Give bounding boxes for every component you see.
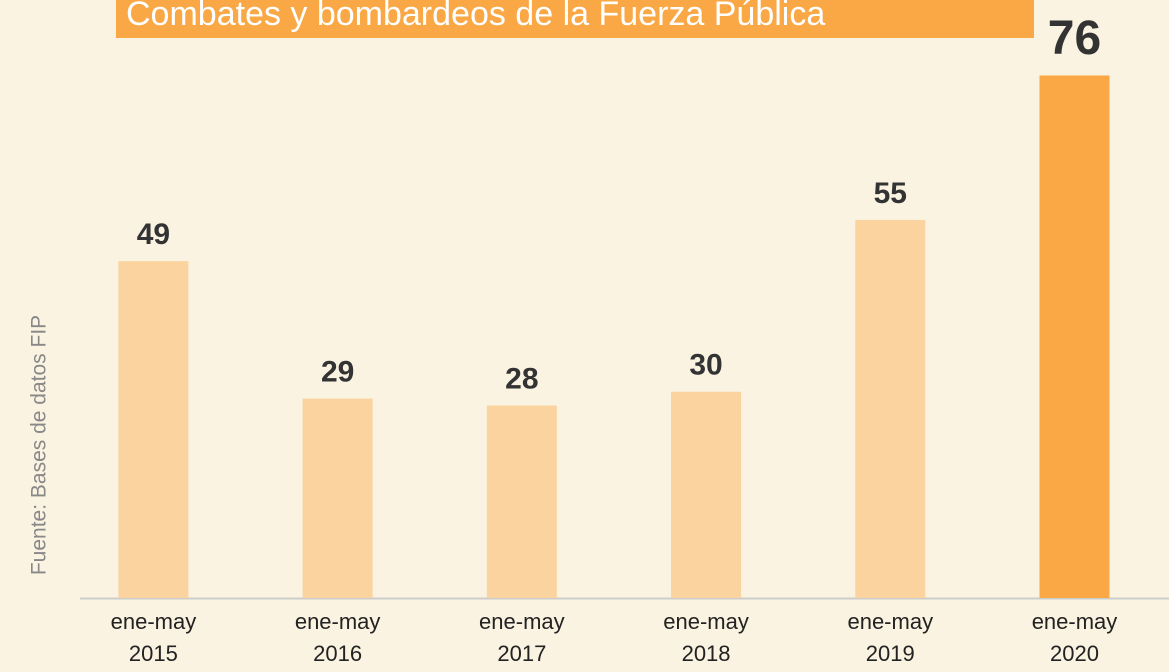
bar bbox=[486, 405, 557, 598]
x-tick-label: ene-may 2015 bbox=[111, 609, 197, 666]
source: Fuente: Bases de datos FIP bbox=[28, 315, 51, 575]
x-tick-line: ene-may bbox=[663, 609, 749, 634]
bar bbox=[1039, 75, 1110, 598]
x-tick-line: 2016 bbox=[313, 641, 362, 666]
chart-title: Combates y bombardeos de la Fuerza Públi… bbox=[126, 0, 825, 33]
x-tick-line: 2017 bbox=[497, 641, 546, 666]
title-box bbox=[116, 0, 1034, 38]
value-label: 29 bbox=[321, 356, 354, 389]
x-tick-label: ene-may 2016 bbox=[295, 609, 381, 666]
x-tick-label: ene-may 2020 bbox=[1032, 609, 1118, 666]
x-tick-line: ene-may bbox=[847, 609, 933, 634]
x-tick-label: ene-may 2019 bbox=[847, 609, 933, 666]
x-tick-line: 2018 bbox=[682, 641, 731, 666]
x-tick-label: ene-may 2017 bbox=[479, 609, 565, 666]
bar bbox=[671, 391, 742, 598]
bar bbox=[855, 219, 926, 598]
x-tick-line: ene-may bbox=[295, 609, 381, 634]
value-label: 30 bbox=[689, 349, 722, 382]
value-label: 55 bbox=[874, 177, 907, 210]
x-tick-line: 2019 bbox=[866, 641, 915, 666]
x-tick-line: 2015 bbox=[129, 641, 178, 666]
bar bbox=[118, 261, 189, 598]
value-label: 49 bbox=[137, 218, 170, 251]
x-tick-line: ene-may bbox=[1032, 609, 1118, 634]
x-tick-line: 2020 bbox=[1050, 641, 1099, 666]
value-label: 76 bbox=[1048, 12, 1101, 65]
x-tick-line: ene-may bbox=[479, 609, 565, 634]
value-label: 28 bbox=[505, 362, 538, 395]
x-tick-line: ene-may bbox=[111, 609, 197, 634]
bar bbox=[302, 398, 373, 598]
x-tick-label: ene-may 2018 bbox=[663, 609, 749, 666]
